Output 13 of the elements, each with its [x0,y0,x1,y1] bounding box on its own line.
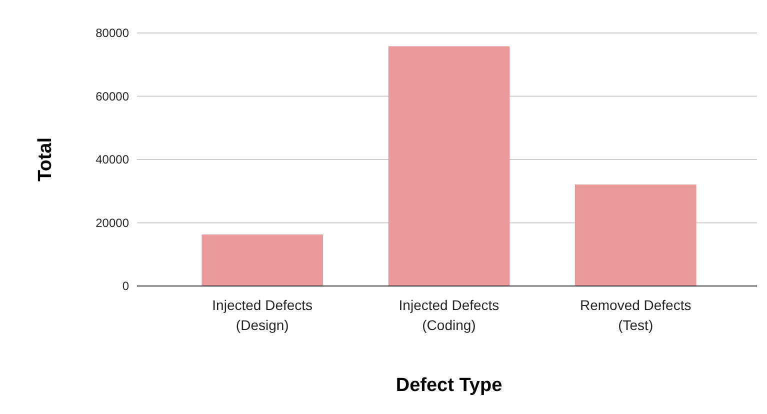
y-tick-label: 20000 [96,216,130,230]
y-tick-label: 40000 [96,152,130,167]
bar [388,46,510,286]
x-tick-label: Injected Defects (Coding) [398,297,500,333]
x-axis-title: Defect Type [396,375,502,396]
bar [574,184,696,286]
x-tick-label: Injected Defects (Design) [212,297,313,333]
y-tick-label: 80000 [96,26,130,40]
x-tick-label: Removed Defects (Test) [580,297,692,333]
bar [202,234,324,286]
y-axis-title: Total [35,138,56,182]
y-tick-label: 60000 [96,89,130,104]
y-tick-label: 0 [122,279,130,294]
